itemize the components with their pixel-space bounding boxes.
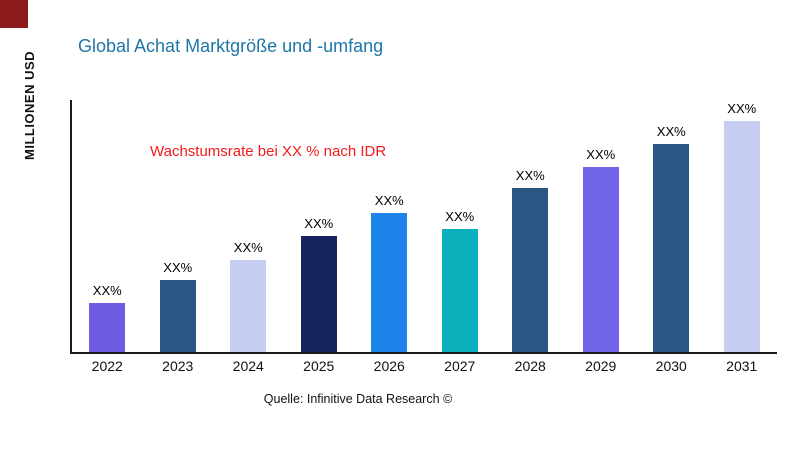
x-label-2025: 2025: [303, 358, 335, 374]
plot-area: XX% XX% XX% XX% XX% XX% XX% XX% XX% XX%: [70, 100, 777, 354]
bar-column-2028: XX%: [495, 100, 566, 352]
bar-2029: [582, 167, 619, 352]
x-label-2023: 2023: [162, 358, 194, 374]
bar-value-label-2023: XX%: [163, 260, 193, 276]
bar-value-label-2030: XX%: [656, 123, 686, 139]
x-label-2024: 2024: [232, 358, 264, 374]
x-label-2030: 2030: [655, 358, 687, 374]
bar-2030: [653, 143, 690, 352]
x-label-2022: 2022: [91, 358, 123, 374]
bar-2023: [159, 280, 196, 352]
bar-value-label-2028: XX%: [515, 167, 545, 183]
bar-column-2025: XX%: [284, 100, 355, 352]
bar-column-2029: XX%: [566, 100, 637, 352]
bar-2026: [371, 213, 408, 352]
bar-column-2023: XX%: [143, 100, 214, 352]
y-axis-label: MILLIONEN USD: [22, 50, 37, 160]
bar-2025: [300, 236, 337, 352]
bar-value-label-2031: XX%: [727, 100, 757, 116]
corner-accent-square: [0, 0, 28, 28]
bar-column-2024: XX%: [213, 100, 284, 352]
source-caption: Quelle: Infinitive Data Research ©: [263, 392, 453, 406]
x-label-2029: 2029: [585, 358, 617, 374]
bar-2027: [441, 229, 478, 352]
bar-column-2026: XX%: [354, 100, 425, 352]
bar-value-label-2024: XX%: [233, 239, 263, 255]
bar-column-2027: XX%: [425, 100, 496, 352]
bar-2024: [230, 259, 267, 352]
x-axis-labels: 2022 2023 2024 2025 2026 2027 2028 2029 2030 2031: [72, 358, 777, 374]
x-label-2026: 2026: [373, 358, 405, 374]
bar-column-2030: XX%: [636, 100, 707, 352]
bar-value-label-2025: XX%: [304, 216, 334, 232]
bar-2022: [89, 303, 126, 352]
x-label-2031: 2031: [726, 358, 758, 374]
x-label-2027: 2027: [444, 358, 476, 374]
bar-2028: [512, 187, 549, 352]
bar-value-label-2022: XX%: [92, 283, 122, 299]
chart-title: Global Achat Marktgröße und -umfang: [78, 36, 384, 56]
growth-rate-annotation: Wachstumsrate bei XX % nach IDR: [150, 143, 387, 160]
bar-column-2031: XX%: [707, 100, 778, 352]
bars-row: XX% XX% XX% XX% XX% XX% XX% XX% XX% XX%: [72, 100, 777, 352]
bar-column-2022: XX%: [72, 100, 143, 352]
bar-2031: [723, 120, 760, 352]
x-label-2028: 2028: [514, 358, 546, 374]
bar-value-label-2026: XX%: [374, 193, 404, 209]
bar-value-label-2029: XX%: [586, 147, 616, 163]
bar-value-label-2027: XX%: [445, 209, 475, 225]
